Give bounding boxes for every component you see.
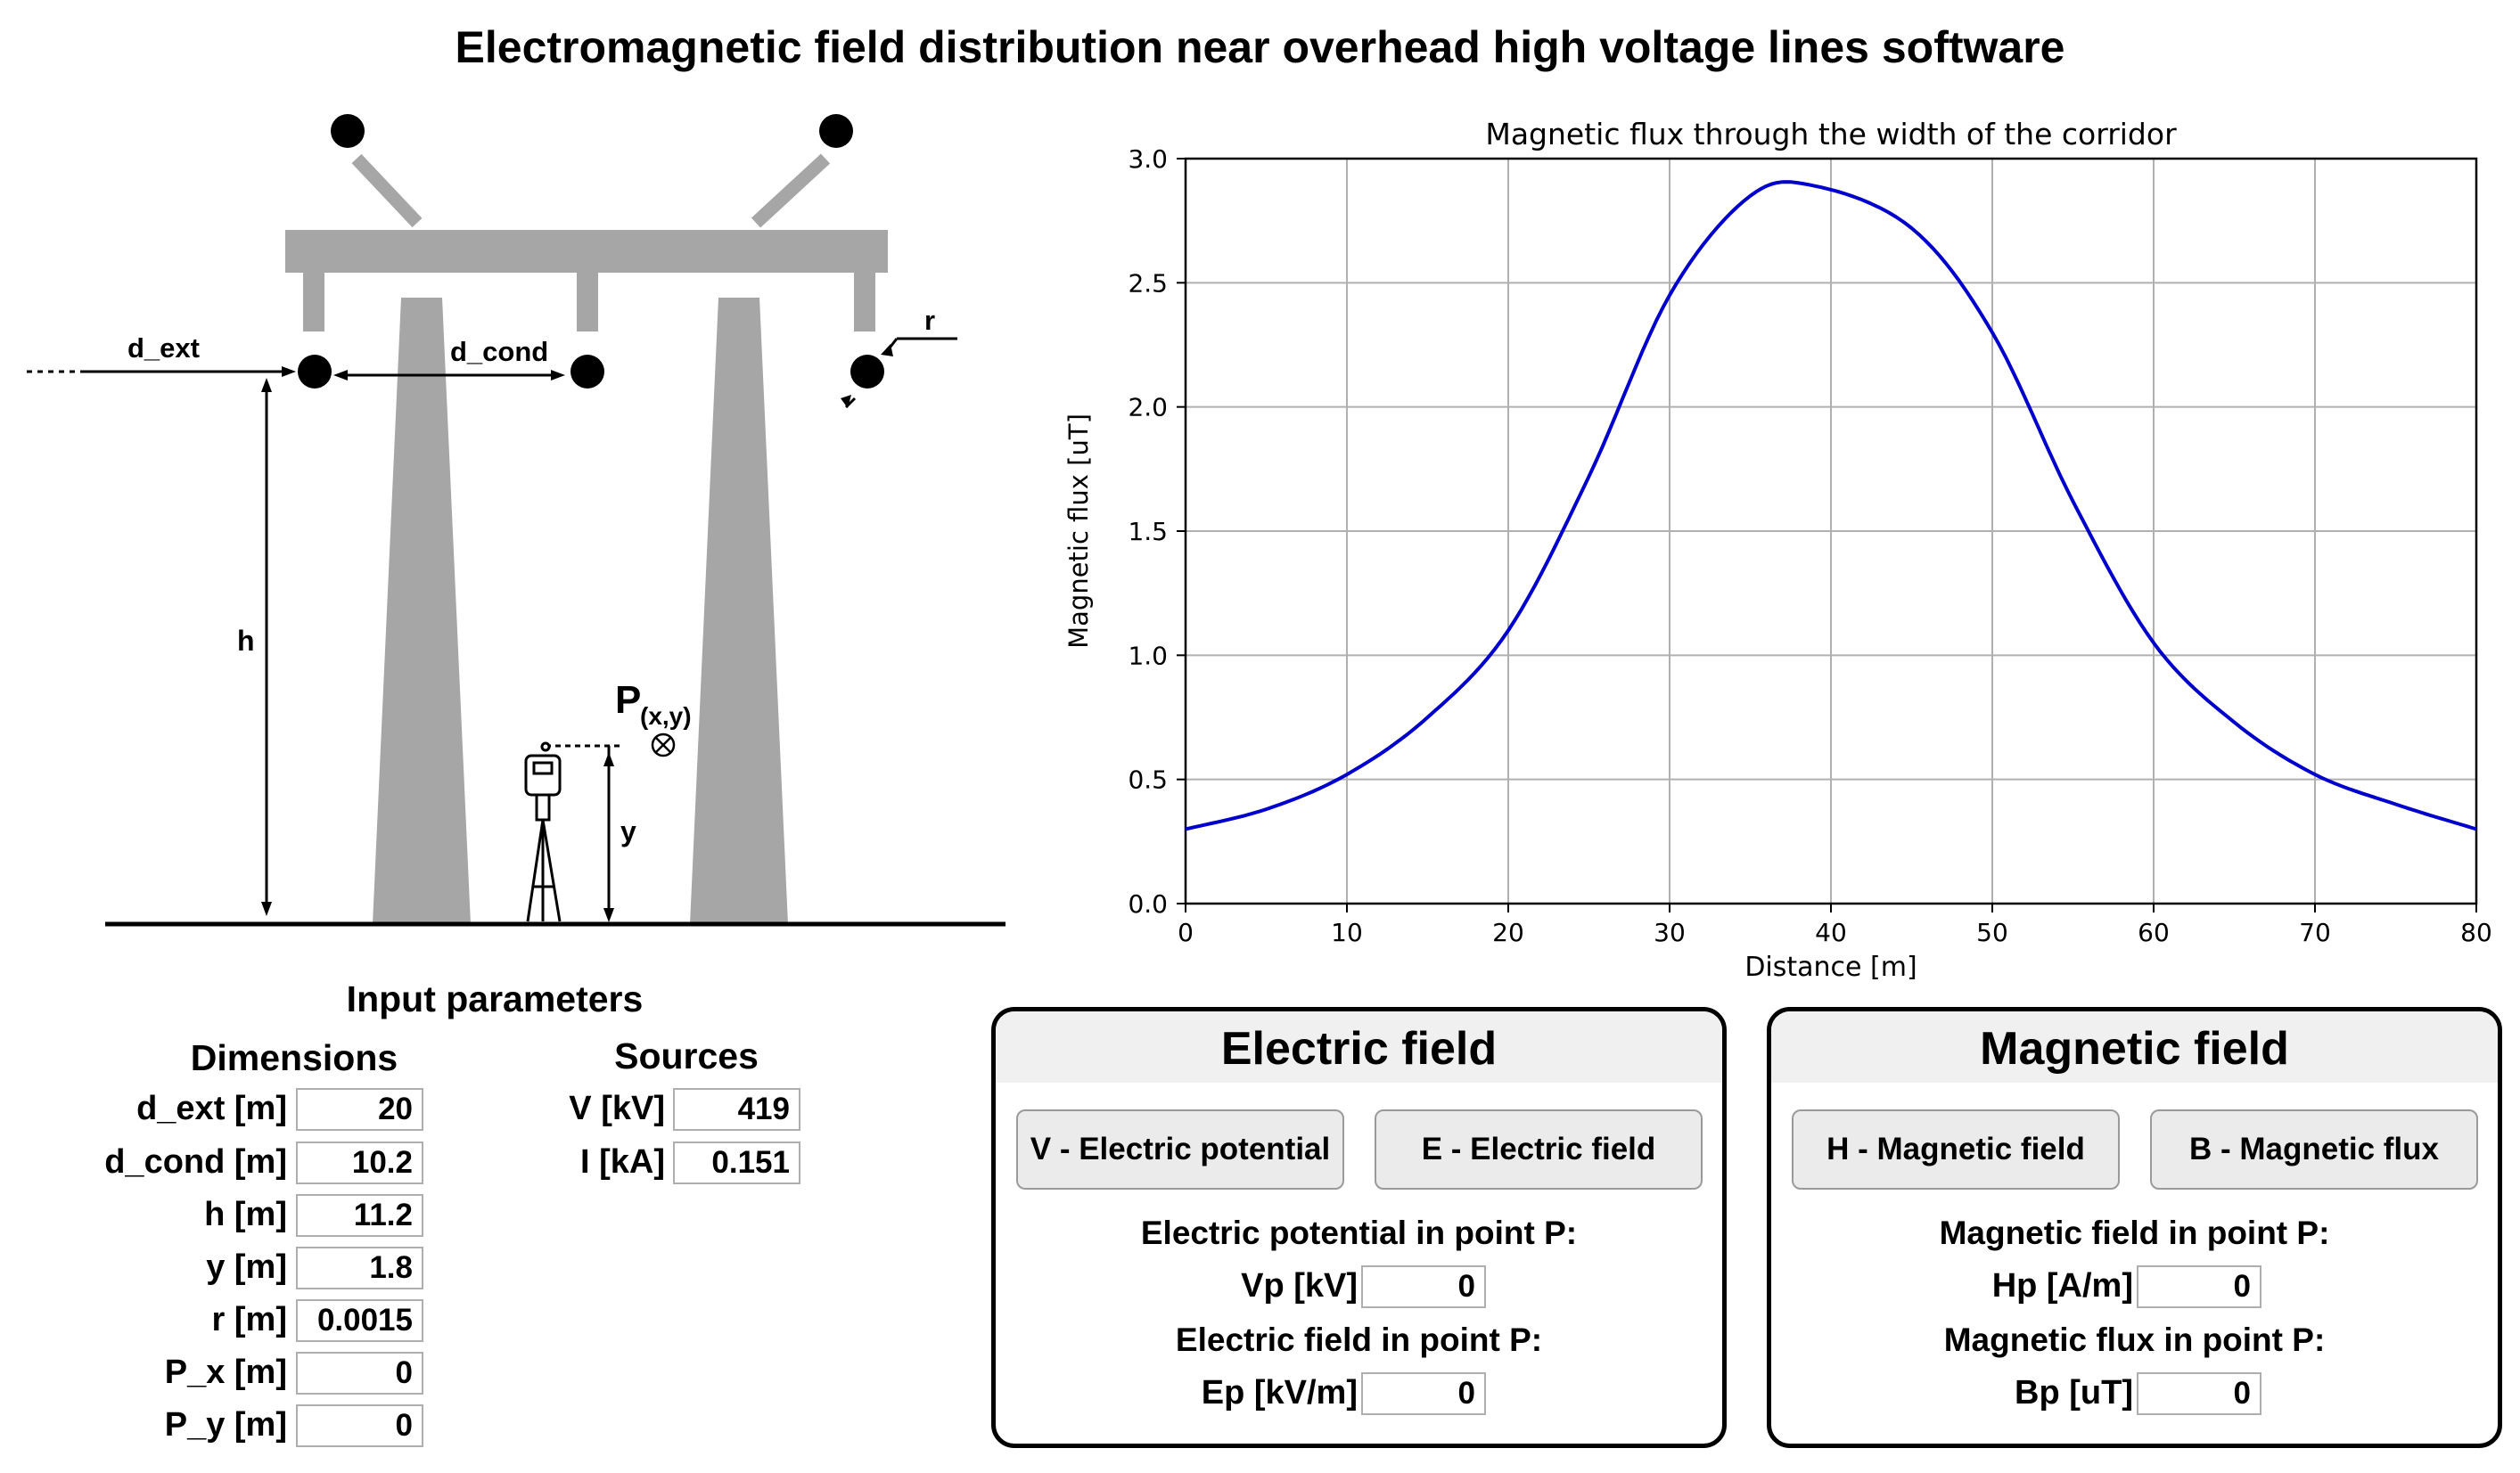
tower-leg-left <box>373 298 471 924</box>
ground-wire-arm-right <box>751 153 831 228</box>
y-tick-label: 1.5 <box>1128 517 1168 546</box>
point-p-marker <box>651 732 676 757</box>
x-axis-label: Distance [m] <box>1744 952 1917 983</box>
dimension-lines <box>27 337 957 918</box>
x-tick-label: 20 <box>1492 918 1524 947</box>
y-tick-label: 1.0 <box>1128 641 1168 670</box>
x-tick-label: 10 <box>1331 918 1363 947</box>
conductor-left <box>298 355 332 389</box>
chart-ticks: 0 10 20 30 40 50 60 70 80 0.0 0.5 1.0 1.5 2.0 2.5 3.0 <box>1128 144 2491 947</box>
conductor-middle <box>570 355 604 389</box>
electric-panel-title: Electric field <box>1220 1023 1498 1075</box>
tower-structure <box>105 114 1006 927</box>
electric-potential-button[interactable]: V - Electric potential <box>1016 1109 1344 1190</box>
hp-output <box>2137 1265 2261 1308</box>
chart-title: Magnetic flux through the width of the c… <box>1485 117 2177 151</box>
v-label: V [kV] <box>569 1090 665 1127</box>
magnetic-flux-button[interactable]: B - Magnetic flux <box>2150 1109 2478 1190</box>
r-label: r [m] <box>211 1301 287 1338</box>
hanger-left <box>303 273 324 331</box>
hp-label: Hp [A/m] <box>1991 1267 2133 1305</box>
x-tick-label: 80 <box>2460 918 2492 947</box>
measuring-instrument <box>524 741 562 922</box>
y-tick-label: 2.0 <box>1128 393 1168 422</box>
bp-label: Bp [uT] <box>2015 1374 2133 1412</box>
magnetic-flux-chart: 0 10 20 30 40 50 60 70 80 0.0 0.5 1.0 1.5 2.0 2.5 3.0 M… <box>1063 117 2492 983</box>
app-title: Electromagnetic field distribution near … <box>455 22 2065 72</box>
x-tick-label: 30 <box>1654 918 1686 947</box>
h-label: h [m] <box>204 1196 287 1233</box>
y-tick-label: 0.0 <box>1128 889 1168 919</box>
p-y-label: P_y [m] <box>164 1406 287 1444</box>
y-input[interactable] <box>296 1247 423 1289</box>
hanger-right <box>854 273 875 331</box>
ep-output <box>1361 1372 1486 1415</box>
d-cond-label: d_cond [m] <box>104 1143 287 1181</box>
dimension-arrows <box>261 344 893 922</box>
electric-potential-caption: Electric potential in point P: <box>1140 1215 1578 1251</box>
p-y-input[interactable] <box>296 1404 423 1447</box>
input-parameters-heading: Input parameters <box>346 978 644 1019</box>
i-input[interactable] <box>673 1142 800 1184</box>
label-point-p-sub: (x,y) <box>640 702 692 730</box>
flux-line <box>1185 180 2477 831</box>
magnetic-field-panel: Magnetic field H - Magnetic field B - Ma… <box>1767 1007 2502 1448</box>
r-input[interactable] <box>296 1299 423 1342</box>
x-tick-label: 70 <box>2299 918 2331 947</box>
magnetic-field-button[interactable]: H - Magnetic field <box>1792 1109 2120 1190</box>
bp-output <box>2137 1372 2261 1415</box>
d-ext-input[interactable] <box>296 1088 423 1131</box>
tower-leg-right <box>690 298 788 924</box>
vp-output <box>1361 1265 1486 1308</box>
electric-field-button[interactable]: E - Electric field <box>1375 1109 1703 1190</box>
label-d-ext: d_ext <box>127 332 200 364</box>
h-input[interactable] <box>296 1194 423 1237</box>
ground-wire-arm-left <box>351 153 423 228</box>
sources-heading: Sources <box>614 1035 759 1076</box>
tower-diagram: d_ext d_cond r h y P (x,y) <box>27 114 1006 927</box>
y-tick-label: 2.5 <box>1128 268 1168 298</box>
ground-wire-right <box>819 114 853 148</box>
label-y: y <box>620 815 636 847</box>
x-tick-label: 60 <box>2138 918 2170 947</box>
d-ext-label: d_ext [m] <box>136 1090 287 1127</box>
y-label: y [m] <box>206 1248 287 1286</box>
y-tick-label: 3.0 <box>1128 144 1168 174</box>
v-input[interactable] <box>673 1088 800 1131</box>
y-tick-label: 0.5 <box>1128 765 1168 795</box>
electric-field-caption: Electric field in point P: <box>1175 1322 1543 1358</box>
magnetic-field-caption: Magnetic field in point P: <box>1939 1215 2330 1251</box>
magnetic-panel-header <box>1771 1011 2498 1083</box>
crossarm <box>285 230 888 273</box>
electric-panel-header <box>996 1011 1722 1083</box>
hanger-middle <box>577 273 598 331</box>
dimensions-heading: Dimensions <box>190 1037 398 1078</box>
label-h: h <box>237 625 255 657</box>
x-tick-label: 40 <box>1815 918 1847 947</box>
magnetic-panel-title: Magnetic field <box>1980 1023 2289 1075</box>
x-tick-label: 0 <box>1178 918 1194 947</box>
x-tick-label: 50 <box>1976 918 2008 947</box>
label-r: r <box>924 305 935 336</box>
ground-wire-left <box>331 114 365 148</box>
label-point-p: P <box>615 678 641 722</box>
chart-grid <box>1185 158 2477 904</box>
electric-field-panel: Electric field V - Electric potential E … <box>991 1007 1727 1448</box>
magnetic-flux-caption: Magnetic flux in point P: <box>1943 1322 2326 1358</box>
label-d-cond: d_cond <box>450 336 548 367</box>
p-x-label: P_x [m] <box>164 1354 287 1391</box>
i-label: I [kA] <box>580 1143 665 1181</box>
d-cond-input[interactable] <box>296 1142 423 1184</box>
conductor-right <box>850 355 884 389</box>
p-x-input[interactable] <box>296 1352 423 1395</box>
y-axis-label: Magnetic flux [uT] <box>1063 413 1094 649</box>
ep-label: Ep [kV/m] <box>1201 1374 1358 1412</box>
vp-label: Vp [kV] <box>1241 1267 1358 1305</box>
